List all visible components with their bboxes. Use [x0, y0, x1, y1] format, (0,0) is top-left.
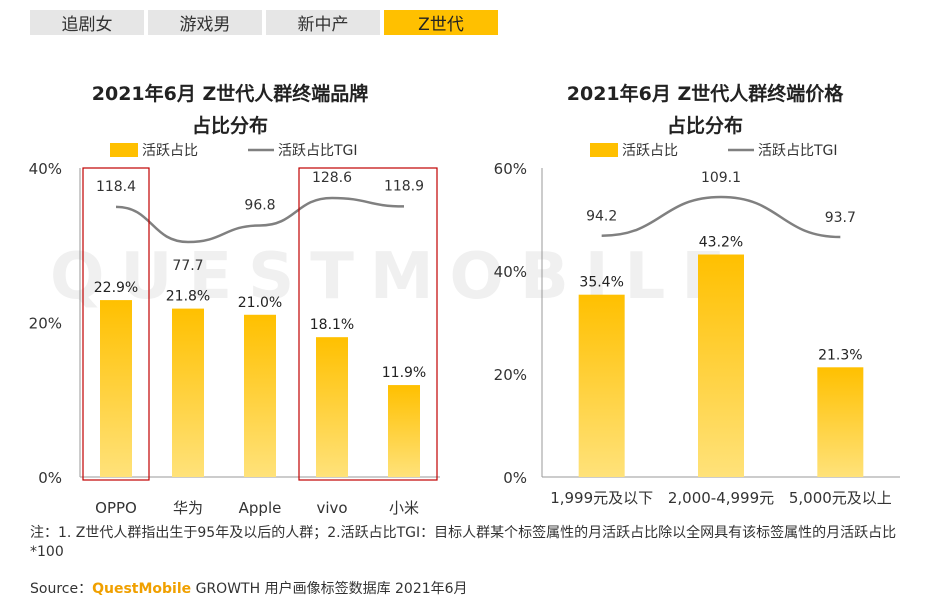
left-tgi-label-0: 118.4	[96, 179, 136, 195]
right-bar-1	[698, 254, 744, 477]
left-bar-label-4: 11.9%	[382, 365, 426, 381]
left-chart-title-line2: 占比分布	[191, 115, 268, 137]
right-ytick-label: 20%	[494, 366, 527, 384]
source-prefix: Source：	[30, 581, 93, 597]
right-category-label-1: 2,000-4,999元	[668, 489, 774, 507]
left-legend-bar-label: 活跃占比	[142, 143, 198, 159]
right-ytick-label: 60%	[494, 160, 527, 178]
left-tgi-label-4: 118.9	[384, 178, 424, 194]
left-bar-label-1: 21.8%	[166, 289, 210, 305]
left-ytick-label: 20%	[29, 315, 62, 333]
footnote: 注：1. Z世代人群指出生于95年及以后的人群；2.活跃占比TGI：目标人群某个…	[30, 525, 897, 560]
left-chart-title-line1: 2021年6月 Z世代人群终端品牌	[91, 83, 369, 105]
tab-z-generation[interactable]: Z世代	[384, 10, 498, 35]
source-suffix: GROWTH 用户画像标签数据库 2021年6月	[191, 581, 468, 597]
left-ytick-label: 0%	[38, 469, 62, 487]
left-chart-title: 2021年6月 Z世代人群终端品牌 占比分布	[40, 78, 420, 142]
right-legend-line-label: 活跃占比TGI	[758, 143, 838, 159]
right-bar-label-2: 21.3%	[818, 347, 862, 363]
right-legend-bar-swatch	[590, 143, 618, 157]
right-bar-label-1: 43.2%	[699, 235, 743, 251]
left-category-label-3: vivo	[316, 499, 347, 517]
right-category-label-2: 5,000元及以上	[789, 489, 892, 507]
right-chart-title-line1: 2021年6月 Z世代人群终端价格	[566, 83, 844, 105]
left-bar-label-2: 21.0%	[238, 295, 282, 311]
right-ytick-label: 40%	[494, 263, 527, 281]
left-legend-bar-swatch	[110, 143, 138, 157]
left-tgi-label-1: 77.7	[172, 258, 203, 274]
tab-zhuiju[interactable]: 追剧女	[30, 10, 144, 35]
left-highlight-box-0	[82, 167, 150, 481]
source-line: Source：QuestMobile GROWTH 用户画像标签数据库 2021…	[30, 578, 468, 598]
left-category-label-0: OPPO	[95, 499, 137, 517]
left-bar-2	[244, 314, 276, 477]
left-tgi-label-2: 96.8	[244, 197, 275, 213]
left-bar-0	[100, 300, 132, 477]
left-ytick-label: 40%	[29, 160, 62, 178]
left-tgi-label-3: 128.6	[312, 170, 352, 186]
source-brand: QuestMobile	[92, 581, 192, 597]
right-chart-title-line2: 占比分布	[666, 115, 743, 137]
right-tgi-label-1: 109.1	[701, 170, 741, 186]
left-category-label-2: Apple	[239, 499, 282, 517]
left-bar-4	[388, 385, 420, 477]
left-bar-1	[172, 308, 204, 477]
right-bar-2	[817, 367, 864, 477]
right-tgi-label-2: 93.7	[825, 210, 856, 226]
right-category-label-0: 1,999元及以下	[550, 489, 653, 507]
tab-xinzhongchan[interactable]: 新中产	[266, 10, 380, 35]
left-bar-3	[316, 337, 348, 477]
right-tgi-label-0: 94.2	[586, 209, 617, 225]
left-legend-line-label: 活跃占比TGI	[278, 143, 358, 159]
right-legend-bar-label: 活跃占比	[622, 143, 678, 159]
left-category-label-4: 小米	[389, 499, 419, 517]
right-bar-label-0: 35.4%	[579, 275, 623, 291]
right-bar-0	[578, 294, 625, 477]
right-ytick-label: 0%	[503, 469, 527, 487]
left-highlight-box-1	[298, 167, 438, 481]
left-tgi-line	[115, 196, 405, 244]
left-bar-label-3: 18.1%	[310, 317, 354, 333]
tab-bar: 追剧女 游戏男 新中产 Z世代	[30, 10, 498, 35]
left-category-label-1: 华为	[173, 499, 203, 517]
right-chart-title: 2021年6月 Z世代人群终端价格 占比分布	[495, 78, 915, 142]
right-tgi-line	[601, 195, 841, 239]
tab-youxi[interactable]: 游戏男	[148, 10, 262, 35]
left-bar-label-0: 22.9%	[94, 280, 138, 296]
